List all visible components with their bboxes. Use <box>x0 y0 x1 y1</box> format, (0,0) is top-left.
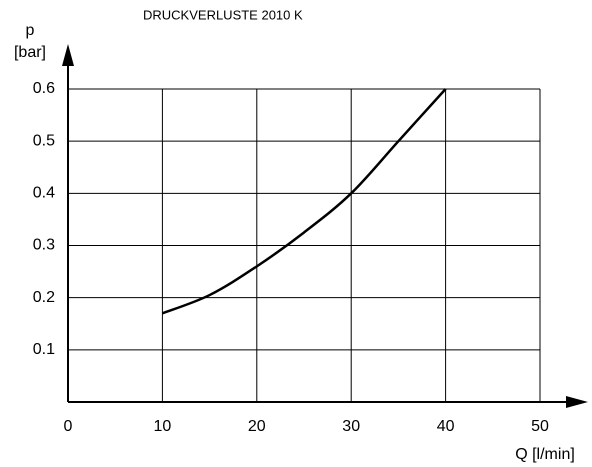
y-tick-label: 0.3 <box>33 237 55 254</box>
y-axis-unit: [bar] <box>14 44 46 61</box>
x-tick-label: 30 <box>342 418 360 435</box>
y-tick-label: 0.1 <box>33 341 55 358</box>
x-tick-label: 0 <box>64 418 73 435</box>
x-tick-label: 20 <box>248 418 266 435</box>
x-axis-label: Q [l/min] <box>515 446 575 463</box>
x-axis-arrow <box>566 396 588 408</box>
data-line <box>161 88 447 315</box>
y-tick-label: 0.4 <box>33 185 55 202</box>
x-tick-label: 10 <box>154 418 172 435</box>
y-tick-label: 0.5 <box>33 132 55 149</box>
y-axis-arrow <box>62 44 74 66</box>
chart-title: DRUCKVERLUSTE 2010 K <box>143 7 303 22</box>
y-tick-label: 0.6 <box>33 80 55 97</box>
y-tick-label: 0.2 <box>33 289 55 306</box>
x-tick-label: 40 <box>437 418 455 435</box>
x-tick-label: 50 <box>531 418 549 435</box>
y-axis-label: p <box>26 22 35 39</box>
